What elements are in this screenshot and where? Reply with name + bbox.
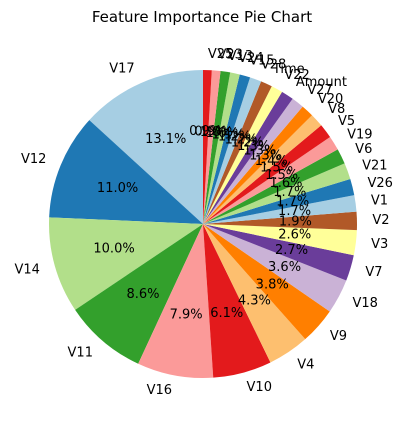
pct-v27: 1.3% <box>243 144 276 159</box>
pct-v25: 0.9% <box>189 124 222 139</box>
slice-v12 <box>49 120 203 224</box>
pct-v19: 1.5% <box>265 168 298 183</box>
slice-v17 <box>89 70 203 224</box>
pct-time: 1.2% <box>225 132 258 147</box>
slice-v1 <box>203 195 357 224</box>
slice-v8 <box>203 115 322 224</box>
label-v10: V10 <box>247 380 272 395</box>
label-v5: V5 <box>338 114 355 129</box>
pct-v23: 0.9% <box>194 124 227 139</box>
label-v21: V21 <box>362 158 387 173</box>
slice-v2 <box>203 211 357 231</box>
slice-v16 <box>138 224 214 379</box>
label-v25: V25 <box>208 47 233 62</box>
pct-amount: 1.3% <box>237 139 270 154</box>
slice-v6 <box>203 149 345 224</box>
slice-v25 <box>203 70 212 224</box>
slice-v18 <box>203 224 347 312</box>
slice-v7 <box>203 224 354 281</box>
pct-v11: 8.6% <box>126 287 159 302</box>
label-v9: V9 <box>330 329 347 344</box>
label-v7: V7 <box>365 265 382 280</box>
slice-v20 <box>203 106 312 224</box>
slice-v21 <box>203 163 351 224</box>
slice-v10 <box>203 224 271 378</box>
slice-v23 <box>203 70 221 225</box>
slice-v27 <box>203 98 303 224</box>
pct-v21: 1.7% <box>273 185 306 200</box>
label-v15: V15 <box>249 54 274 69</box>
label-v20: V20 <box>318 92 343 107</box>
label-v17: V17 <box>109 61 134 76</box>
pie-slices <box>48 70 357 379</box>
pct-v14: 10.0% <box>93 242 134 257</box>
label-v1: V1 <box>371 194 388 209</box>
slice-percentages: 13.1% 11.0% 10.0% 8.6% 7.9% 6.1%4.3%3.8% 3.6% 2… <box>93 124 311 322</box>
label-v19: V19 <box>347 127 372 142</box>
label-v14: V14 <box>14 262 39 277</box>
slice-v26 <box>203 179 355 224</box>
pct-v13: 1.0% <box>200 125 233 140</box>
pct-v8: 1.4% <box>255 154 288 169</box>
pct-v20: 1.3% <box>249 149 282 164</box>
pct-v4: 4.3% <box>238 293 271 308</box>
pct-v22: 1.2% <box>231 135 264 150</box>
slice-v13 <box>203 71 231 224</box>
slice-v11 <box>75 224 203 364</box>
slice-v9 <box>203 224 330 340</box>
label-v6: V6 <box>355 142 372 157</box>
slice-time <box>203 81 272 224</box>
pct-v1: 1.7% <box>278 204 311 219</box>
pct-v24: 1.0% <box>206 126 239 141</box>
pct-v12: 11.0% <box>97 181 138 196</box>
label-v24: V24 <box>238 51 263 66</box>
label-v26: V26 <box>367 176 392 191</box>
pct-v17: 13.1% <box>145 132 186 147</box>
pct-v7: 2.7% <box>275 243 308 258</box>
pct-v10: 6.1% <box>210 306 243 321</box>
pct-v2: 1.9% <box>279 215 312 230</box>
label-v23: V23 <box>217 48 242 63</box>
label-v27: V27 <box>307 83 332 98</box>
slice-v22 <box>203 86 283 224</box>
pct-v5: 1.5% <box>260 161 293 176</box>
pct-v9: 3.8% <box>256 278 289 293</box>
slice-v5 <box>203 125 331 224</box>
pct-v26: 1.7% <box>276 194 309 209</box>
slice-v19 <box>203 136 338 224</box>
pct-v28: 1.2% <box>218 130 251 145</box>
slice-amount <box>203 91 293 224</box>
label-v16: V16 <box>147 383 172 398</box>
chart-title: Feature Importance Pie Chart <box>92 8 312 26</box>
label-v13: V13 <box>228 49 253 64</box>
pct-v15: 1.1% <box>212 128 245 143</box>
slice-v24 <box>203 72 240 224</box>
slice-v3 <box>203 224 357 256</box>
label-v12: V12 <box>21 152 46 167</box>
label-v8: V8 <box>328 102 345 117</box>
pct-v3: 2.6% <box>278 228 311 243</box>
label-time: Time <box>272 62 305 77</box>
label-amount: Amount <box>296 75 347 90</box>
pct-v16: 7.9% <box>170 307 203 322</box>
pct-v18: 3.6% <box>268 260 301 275</box>
slice-v15 <box>203 74 251 225</box>
slice-v14 <box>48 217 203 310</box>
label-v22: V22 <box>284 68 309 83</box>
label-v28: V28 <box>261 57 286 72</box>
slice-v4 <box>203 224 306 363</box>
pct-v6: 1.6% <box>269 176 302 191</box>
label-v4: V4 <box>297 357 314 372</box>
label-v2: V2 <box>372 213 389 228</box>
label-v3: V3 <box>371 237 388 252</box>
label-v11: V11 <box>68 345 93 360</box>
slice-v28 <box>203 77 262 224</box>
label-v18: V18 <box>352 296 377 311</box>
